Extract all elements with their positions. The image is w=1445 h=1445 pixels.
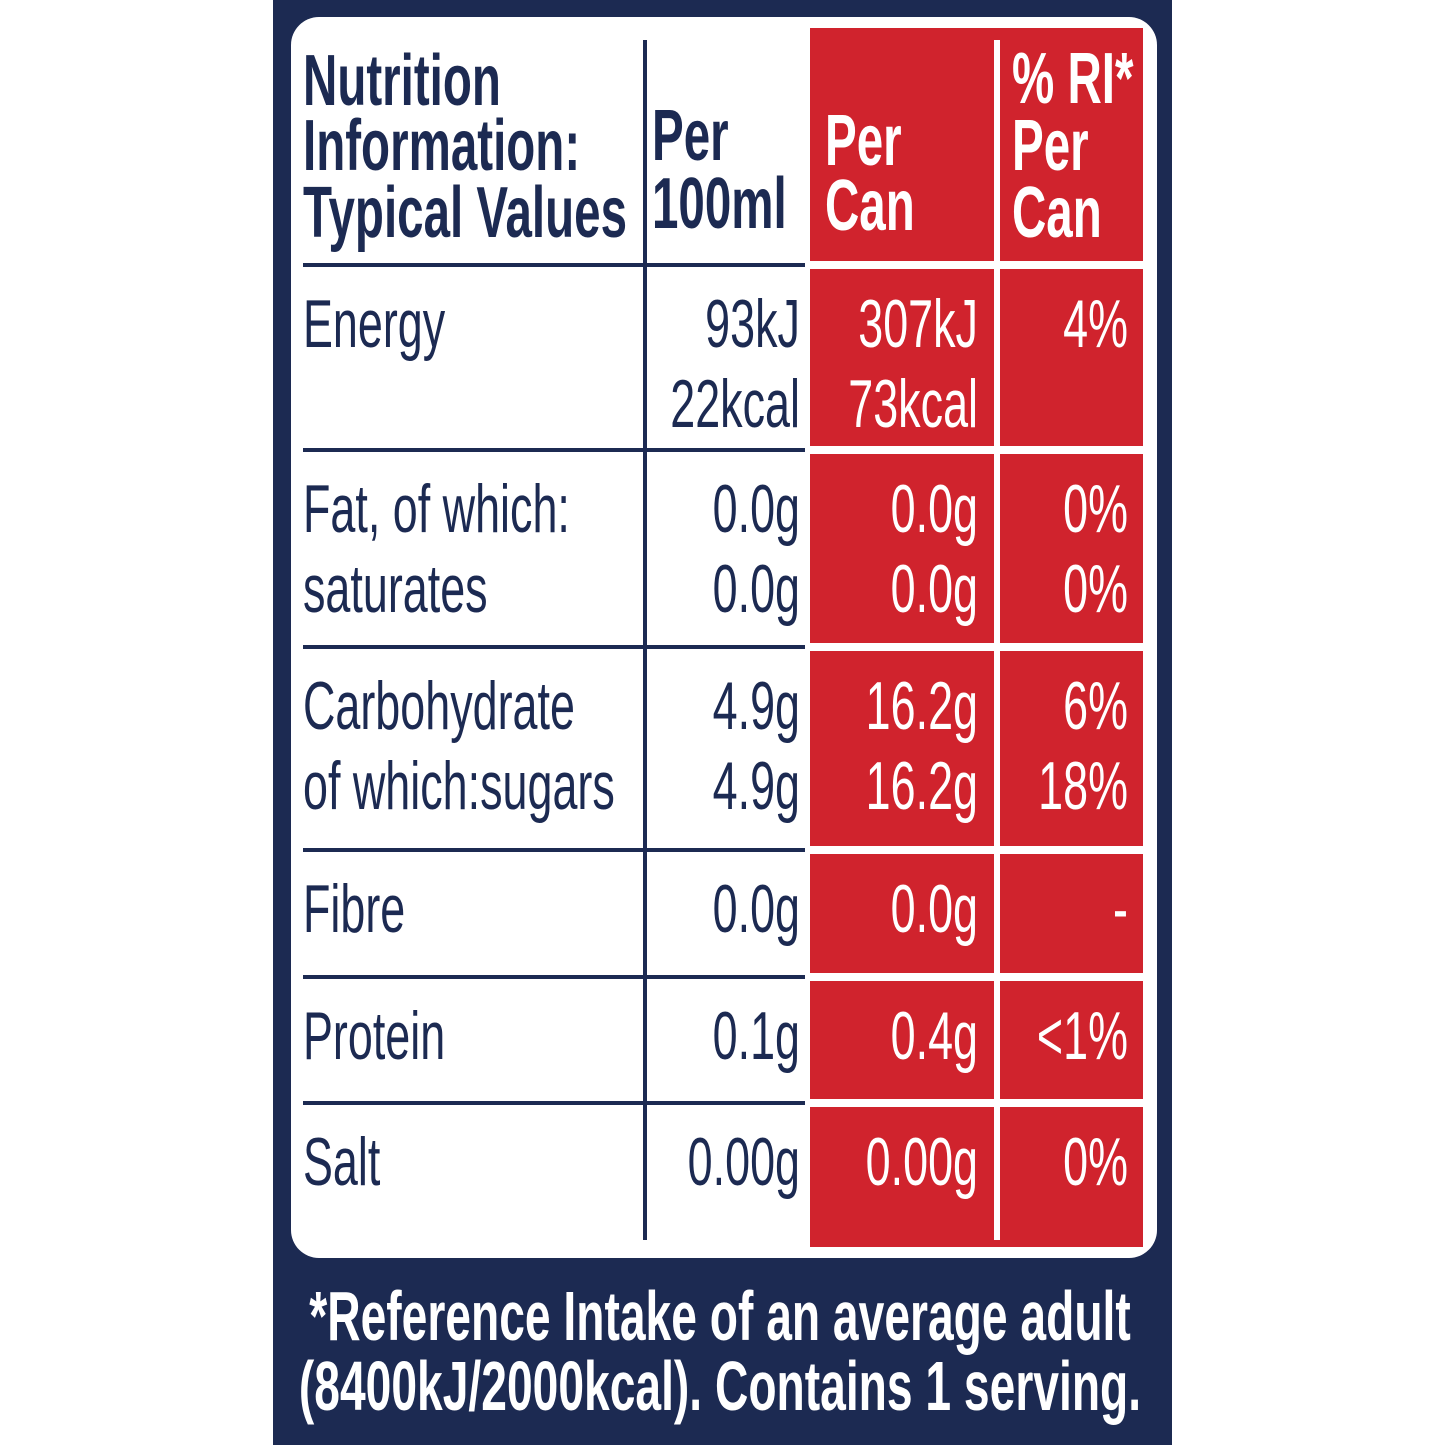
column-divider <box>994 40 1000 1240</box>
cell-text: 0.0g <box>713 552 800 628</box>
header-text: Per <box>1012 105 1089 185</box>
row-divider <box>647 975 805 979</box>
cell-text: Salt <box>303 1125 380 1201</box>
cell-text: 16.2g <box>866 749 978 825</box>
row-divider <box>303 1101 643 1105</box>
cell-text: 18% <box>1038 749 1128 825</box>
row-divider <box>647 645 805 649</box>
cell-text: 0.0g <box>891 552 978 628</box>
cell-text: saturates <box>303 552 488 628</box>
cell-text: 0.0g <box>713 472 800 548</box>
cell-text: 0% <box>1063 472 1128 548</box>
header-text: Can <box>1012 172 1102 252</box>
row-divider <box>647 848 805 852</box>
row-divider <box>810 446 1143 454</box>
cell-text: 0.4g <box>891 999 978 1075</box>
header-text: Nutrition <box>303 40 501 120</box>
cell-text: 93kJ <box>705 287 800 363</box>
row-divider <box>810 973 1143 981</box>
cell-text: Carbohydrate <box>303 669 575 745</box>
row-divider <box>647 263 805 267</box>
row-divider <box>303 848 643 852</box>
footnote: *Reference Intake of an average adult <box>309 1276 1131 1355</box>
header-text: % RI* <box>1012 38 1134 118</box>
row-divider <box>810 1099 1143 1107</box>
cell-text: 0.0g <box>891 872 978 948</box>
cell-text: Protein <box>303 999 445 1075</box>
cell-text: 4.9g <box>713 669 800 745</box>
row-divider <box>303 975 643 979</box>
cell-text: of which:sugars <box>303 749 615 825</box>
cell-text: 73kcal <box>848 367 978 443</box>
cell-text: 6% <box>1063 669 1128 745</box>
header-text: Per <box>652 95 729 175</box>
cell-text: Energy <box>303 287 445 363</box>
row-divider <box>303 645 643 649</box>
cell-text: Fibre <box>303 872 405 948</box>
row-divider <box>303 448 643 452</box>
cell-text: 0.00g <box>688 1125 800 1201</box>
column-divider <box>643 40 647 1240</box>
cell-text: 0% <box>1063 552 1128 628</box>
footnote: (8400kJ/2000kcal). Contains 1 serving. <box>299 1346 1141 1425</box>
cell-text: Fat, of which: <box>303 472 570 548</box>
cell-text: 16.2g <box>866 669 978 745</box>
cell-text: 307kJ <box>858 287 978 363</box>
cell-text: 0% <box>1063 1125 1128 1201</box>
row-divider <box>810 846 1143 854</box>
row-divider <box>810 261 1143 269</box>
header-text: 100ml <box>652 163 787 243</box>
cell-text: 0.00g <box>866 1125 978 1201</box>
row-divider <box>647 1101 805 1105</box>
header-text: Can <box>825 165 915 245</box>
header-text: Information: <box>303 105 580 185</box>
cell-text: <1% <box>1037 999 1128 1075</box>
cell-text: 22kcal <box>670 367 800 443</box>
row-divider <box>303 263 643 267</box>
cell-text: 0.0g <box>713 872 800 948</box>
cell-text: - <box>1113 872 1128 948</box>
cell-text: 0.1g <box>713 999 800 1075</box>
cell-text: 0.0g <box>891 472 978 548</box>
row-divider <box>647 448 805 452</box>
red-panel <box>810 28 1143 1247</box>
header-text: Typical Values <box>303 172 627 252</box>
cell-text: 4% <box>1063 287 1128 363</box>
cell-text: 4.9g <box>713 749 800 825</box>
header-text: Per <box>825 100 902 180</box>
row-divider <box>810 643 1143 651</box>
